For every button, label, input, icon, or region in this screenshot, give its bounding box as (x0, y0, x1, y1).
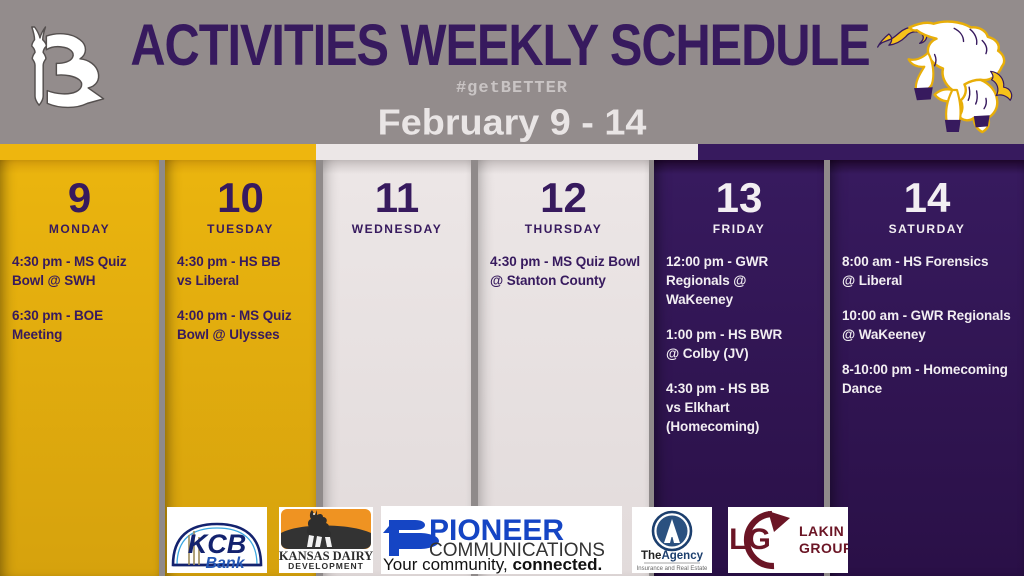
svg-text:LG: LG (729, 523, 771, 556)
svg-text:Bank: Bank (205, 555, 245, 572)
svg-text:LAKIN: LAKIN (799, 523, 844, 539)
svg-text:DEVELOPMENT: DEVELOPMENT (288, 561, 364, 571)
svg-text:TheAgency: TheAgency (641, 550, 704, 562)
svg-text:Insurance and Real Estate: Insurance and Real Estate (637, 566, 708, 572)
svg-text:Your community, connected.: Your community, connected. (383, 555, 602, 574)
svg-text:GROUP: GROUP (799, 540, 848, 556)
